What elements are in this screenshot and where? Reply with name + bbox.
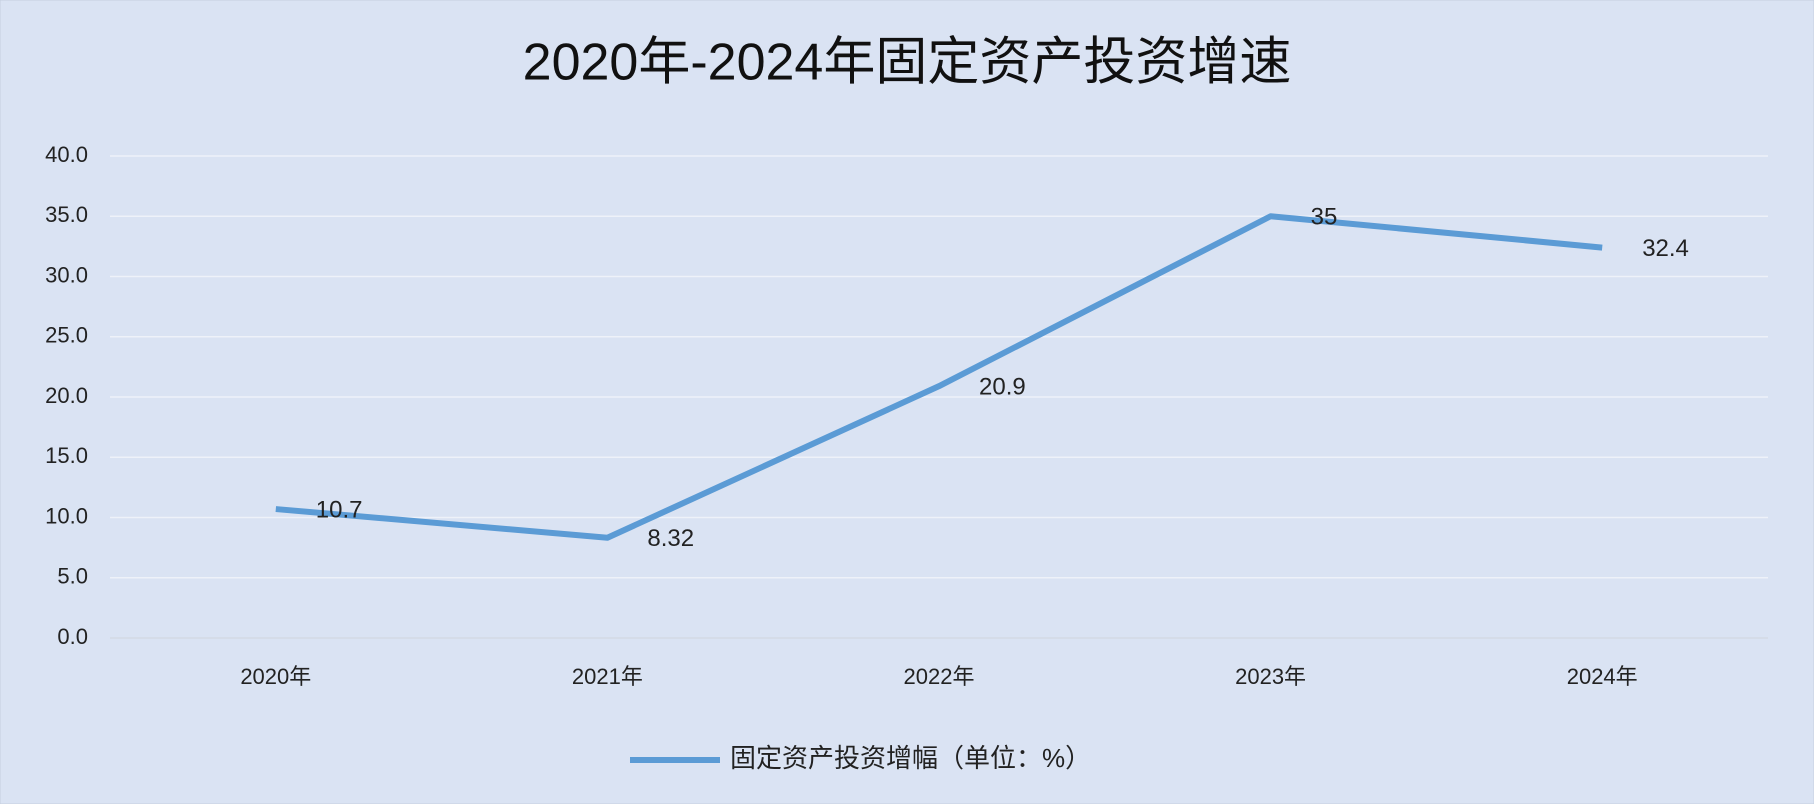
x-tick-label: 2022年 [904,664,975,689]
data-label: 8.32 [647,525,694,552]
x-tick-label: 2024年 [1567,664,1638,689]
data-label: 32.4 [1642,235,1689,262]
y-tick-label: 10.0 [45,503,88,528]
x-tick-label: 2021年 [572,664,643,689]
y-tick-label: 25.0 [45,323,88,348]
y-tick-label: 40.0 [45,142,88,167]
y-tick-label: 20.0 [45,383,88,408]
chart-title: 2020年-2024年固定资产投资增速 [523,34,1292,92]
y-tick-label: 30.0 [45,262,88,287]
data-label: 10.7 [316,496,363,523]
x-tick-label: 2020年 [240,664,311,689]
legend-label: 固定资产投资增幅（单位：%） [730,743,1091,773]
data-line [275,213,1603,541]
y-tick-label: 5.0 [57,564,88,589]
y-tick-label: 35.0 [45,202,88,227]
data-label: 35 [1311,204,1338,231]
y-tick-label: 15.0 [45,443,88,468]
data-label: 20.9 [979,373,1026,400]
x-tick-label: 2023年 [1235,664,1306,689]
y-tick-label: 0.0 [57,624,88,649]
